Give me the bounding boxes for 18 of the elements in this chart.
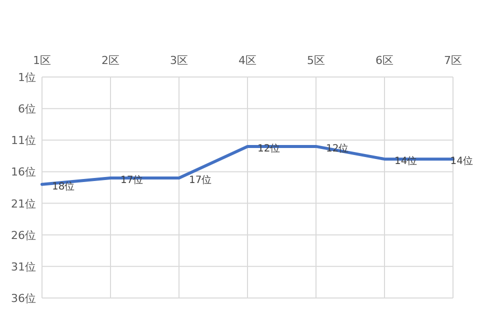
data-label: 18位 [52,180,75,192]
x-tick-label: 5区 [307,54,325,67]
x-tick-label: 2区 [102,54,120,67]
y-tick-label: 31位 [11,260,36,274]
data-label: 17位 [189,174,212,186]
x-tick-label: 3区 [170,54,188,67]
x-tick-label: 1区 [33,54,51,67]
data-label: 14位 [450,155,473,168]
x-tick-label: 7区 [444,54,462,67]
y-tick-label: 11位 [11,134,36,148]
x-tick-label: 6区 [376,54,394,67]
y-tick-label: 26位 [11,228,36,242]
x-tick-label: 4区 [238,54,256,67]
y-tick-label: 21位 [11,197,36,210]
y-tick-label: 6位 [18,102,36,116]
y-tick-label: 1位 [18,71,36,84]
y-tick-label: 36位 [11,292,36,305]
y-tick-label: 16位 [11,166,36,179]
